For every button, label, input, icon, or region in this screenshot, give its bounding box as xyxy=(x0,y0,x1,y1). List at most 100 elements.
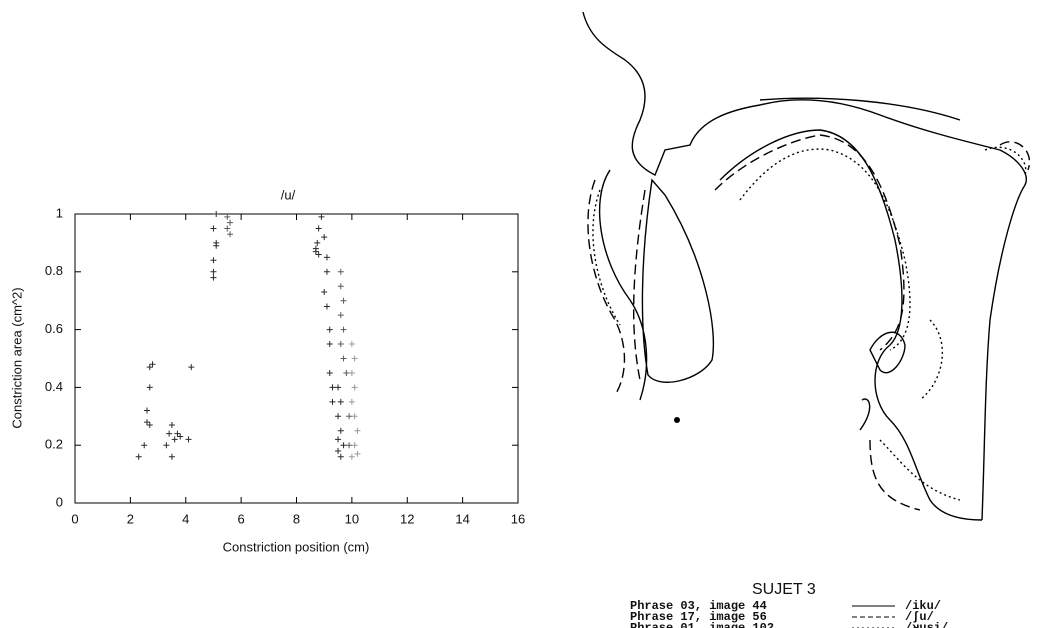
point xyxy=(351,413,358,420)
point xyxy=(354,427,361,434)
chart-title: /u/ xyxy=(281,187,296,202)
subject-label: SUJET 3 xyxy=(752,581,816,598)
x-tick-label: 14 xyxy=(455,511,469,526)
point xyxy=(335,413,342,420)
point xyxy=(348,369,355,376)
legend-phoneme: /ʃu/ xyxy=(905,610,934,624)
y-tick-label: 0.4 xyxy=(45,379,63,394)
point xyxy=(343,369,350,376)
point xyxy=(210,274,217,281)
point xyxy=(146,384,153,391)
point xyxy=(340,297,347,304)
legend-label: Phrase 01, image 102 xyxy=(630,621,774,628)
point xyxy=(323,268,330,275)
point xyxy=(227,231,234,238)
point xyxy=(348,398,355,405)
point xyxy=(146,421,153,428)
point xyxy=(337,341,344,348)
point xyxy=(323,254,330,261)
point xyxy=(351,355,358,362)
legend-phoneme: /ʁusi/ xyxy=(905,621,948,628)
x-tick-label: 16 xyxy=(511,511,525,526)
x-tick-label: 4 xyxy=(182,511,189,526)
y-axis-label: Constriction area (cm^2) xyxy=(9,287,24,428)
y-tick-label: 0.8 xyxy=(45,263,63,278)
y-tick-label: 0.6 xyxy=(45,321,63,336)
point xyxy=(315,251,322,258)
point xyxy=(321,289,328,296)
point xyxy=(166,430,173,437)
point xyxy=(323,303,330,310)
point xyxy=(337,398,344,405)
point xyxy=(141,442,148,449)
point xyxy=(329,398,336,405)
point xyxy=(337,427,344,434)
point xyxy=(168,453,175,460)
point xyxy=(168,421,175,428)
point xyxy=(224,213,231,220)
x-tick-label: 12 xyxy=(400,511,414,526)
legend: Phrase 03, image 44/iku/Phrase 17, image… xyxy=(630,599,948,628)
point xyxy=(346,413,353,420)
point xyxy=(346,442,353,449)
point xyxy=(224,225,231,232)
point xyxy=(227,219,234,226)
point xyxy=(146,364,153,371)
point xyxy=(335,384,342,391)
point xyxy=(149,361,156,368)
legend-phoneme: /iku/ xyxy=(905,599,941,613)
x-tick-label: 0 xyxy=(71,511,78,526)
point xyxy=(326,341,333,348)
point xyxy=(348,453,355,460)
point xyxy=(315,225,322,232)
vocal-tract-drawing xyxy=(582,11,1031,521)
point xyxy=(337,453,344,460)
x-tick-label: 2 xyxy=(127,511,134,526)
point xyxy=(354,450,361,457)
point xyxy=(314,239,321,246)
point xyxy=(340,442,347,449)
point xyxy=(188,364,195,371)
point xyxy=(335,436,342,443)
legend-label: Phrase 03, image 44 xyxy=(630,599,767,613)
point xyxy=(135,453,142,460)
plot-frame xyxy=(74,213,519,504)
point xyxy=(329,384,336,391)
x-tick-label: 10 xyxy=(345,511,359,526)
point xyxy=(185,436,192,443)
x-tick-label: 6 xyxy=(238,511,245,526)
point xyxy=(210,268,217,275)
point xyxy=(163,442,170,449)
legend-label: Phrase 17, image 56 xyxy=(630,610,767,624)
point xyxy=(321,234,328,241)
x-tick-label: 8 xyxy=(293,511,300,526)
point xyxy=(335,447,342,454)
point xyxy=(326,326,333,333)
point xyxy=(213,239,220,246)
y-tick-label: 0.2 xyxy=(45,437,63,452)
point xyxy=(351,442,358,449)
point xyxy=(177,433,184,440)
point xyxy=(210,225,217,232)
point xyxy=(312,245,319,252)
point xyxy=(143,407,150,414)
point xyxy=(348,341,355,348)
point xyxy=(174,430,181,437)
point xyxy=(171,436,178,443)
point xyxy=(213,211,220,217)
y-tick-label: 0 xyxy=(56,494,63,509)
point xyxy=(337,283,344,290)
y-tick-label: 1 xyxy=(56,205,63,220)
point xyxy=(337,268,344,275)
point xyxy=(340,326,347,333)
point xyxy=(210,257,217,264)
point xyxy=(143,419,150,426)
point xyxy=(326,369,333,376)
point xyxy=(337,312,344,319)
point xyxy=(340,355,347,362)
x-axis-label: Constriction position (cm) xyxy=(223,539,370,554)
point xyxy=(318,213,325,220)
point xyxy=(351,384,358,391)
